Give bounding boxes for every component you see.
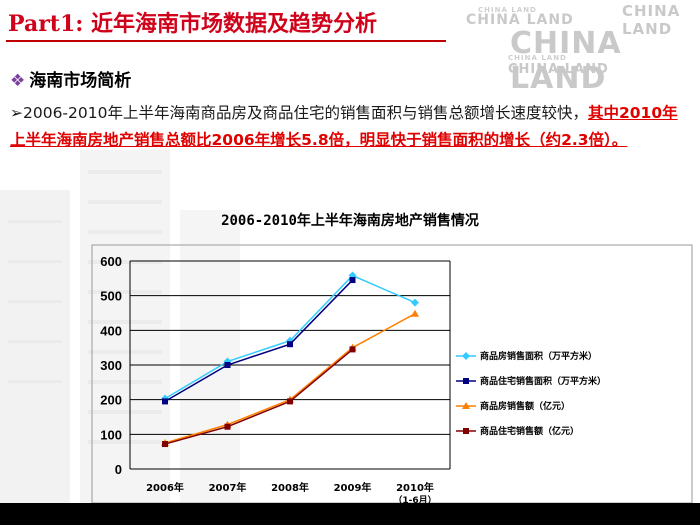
data-point bbox=[411, 298, 419, 307]
legend-swatch bbox=[456, 351, 476, 360]
background-building-image bbox=[0, 150, 240, 510]
data-point bbox=[348, 271, 357, 280]
x-tick-label: 2009年 bbox=[334, 481, 372, 494]
legend-swatch bbox=[456, 427, 476, 434]
legend-swatch bbox=[456, 377, 476, 384]
legend-label: 商品房销售额（亿元） bbox=[480, 402, 571, 412]
legend-swatch bbox=[456, 401, 476, 409]
watermark-logo-small: CHINA LAND bbox=[478, 6, 537, 14]
slide-title: Part1: 近年海南市场数据及趋势分析 bbox=[8, 11, 378, 37]
data-point bbox=[411, 309, 419, 317]
data-point bbox=[349, 346, 356, 353]
watermark-logo: CHINA LAND bbox=[466, 12, 574, 28]
section-heading-text: 海南市场简析 bbox=[29, 71, 132, 91]
section-heading: ❖ 海南市场简析 bbox=[10, 66, 131, 91]
chart-legend: 商品房销售面积（万平方米） 商品住宅销售面积（万平方米） 商品房销售额（亿元） 商品住… bbox=[456, 343, 636, 443]
data-point bbox=[349, 277, 356, 284]
title-underline bbox=[6, 40, 446, 42]
legend-entry: 商品房销售面积（万平方米） bbox=[456, 343, 636, 368]
bottom-bar bbox=[0, 503, 700, 525]
legend-label: 商品房销售面积（万平方米） bbox=[480, 352, 598, 362]
legend-entry: 商品住宅销售额（亿元） bbox=[456, 418, 636, 443]
paragraph-text: ➢2006-2010年上半年海南商品房及商品住宅的销售面积与销售总额增长速度较快… bbox=[10, 104, 588, 122]
watermark-logo-large: CHINA LAND bbox=[510, 26, 622, 96]
watermark-logo: CHINA LAND bbox=[622, 2, 681, 38]
legend-label: 商品住宅销售面积（万平方米） bbox=[480, 377, 607, 387]
data-point bbox=[348, 343, 357, 351]
legend-entry: 商品住宅销售面积（万平方米） bbox=[456, 368, 636, 393]
legend-entry: 商品房销售额（亿元） bbox=[456, 393, 636, 418]
x-tick-label: 2010年 bbox=[396, 481, 434, 494]
paragraph-highlight: 其中2010年上半年海南房地产销售总额比2006年增长5.8倍，明显快于销售面积… bbox=[10, 104, 678, 149]
legend-label: 商品住宅销售额（亿元） bbox=[480, 427, 580, 437]
chart-title: 2006-2010年上半年海南房地产销售情况 bbox=[221, 213, 479, 229]
summary-paragraph: ➢2006-2010年上半年海南商品房及商品住宅的销售面积与销售总额增长速度较快… bbox=[10, 100, 690, 154]
watermark-logo-small: CHINA LAND bbox=[508, 54, 567, 62]
watermark-logo: CHINA LAND bbox=[508, 62, 609, 77]
diamond-bullet-icon: ❖ bbox=[10, 71, 26, 91]
